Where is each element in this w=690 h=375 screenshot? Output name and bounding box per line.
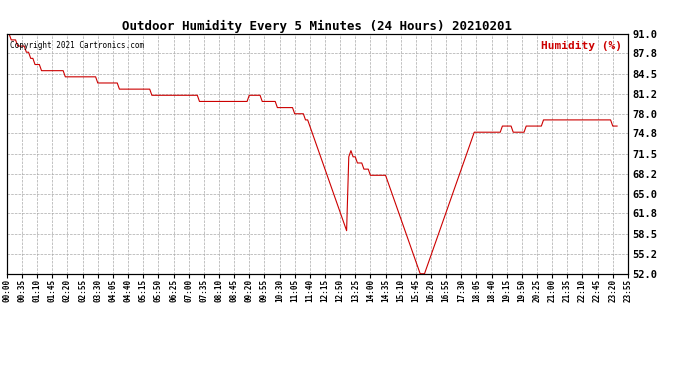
- Title: Outdoor Humidity Every 5 Minutes (24 Hours) 20210201: Outdoor Humidity Every 5 Minutes (24 Hou…: [122, 20, 513, 33]
- Text: Copyright 2021 Cartronics.com: Copyright 2021 Cartronics.com: [10, 41, 144, 50]
- Text: Humidity (%): Humidity (%): [541, 41, 622, 51]
